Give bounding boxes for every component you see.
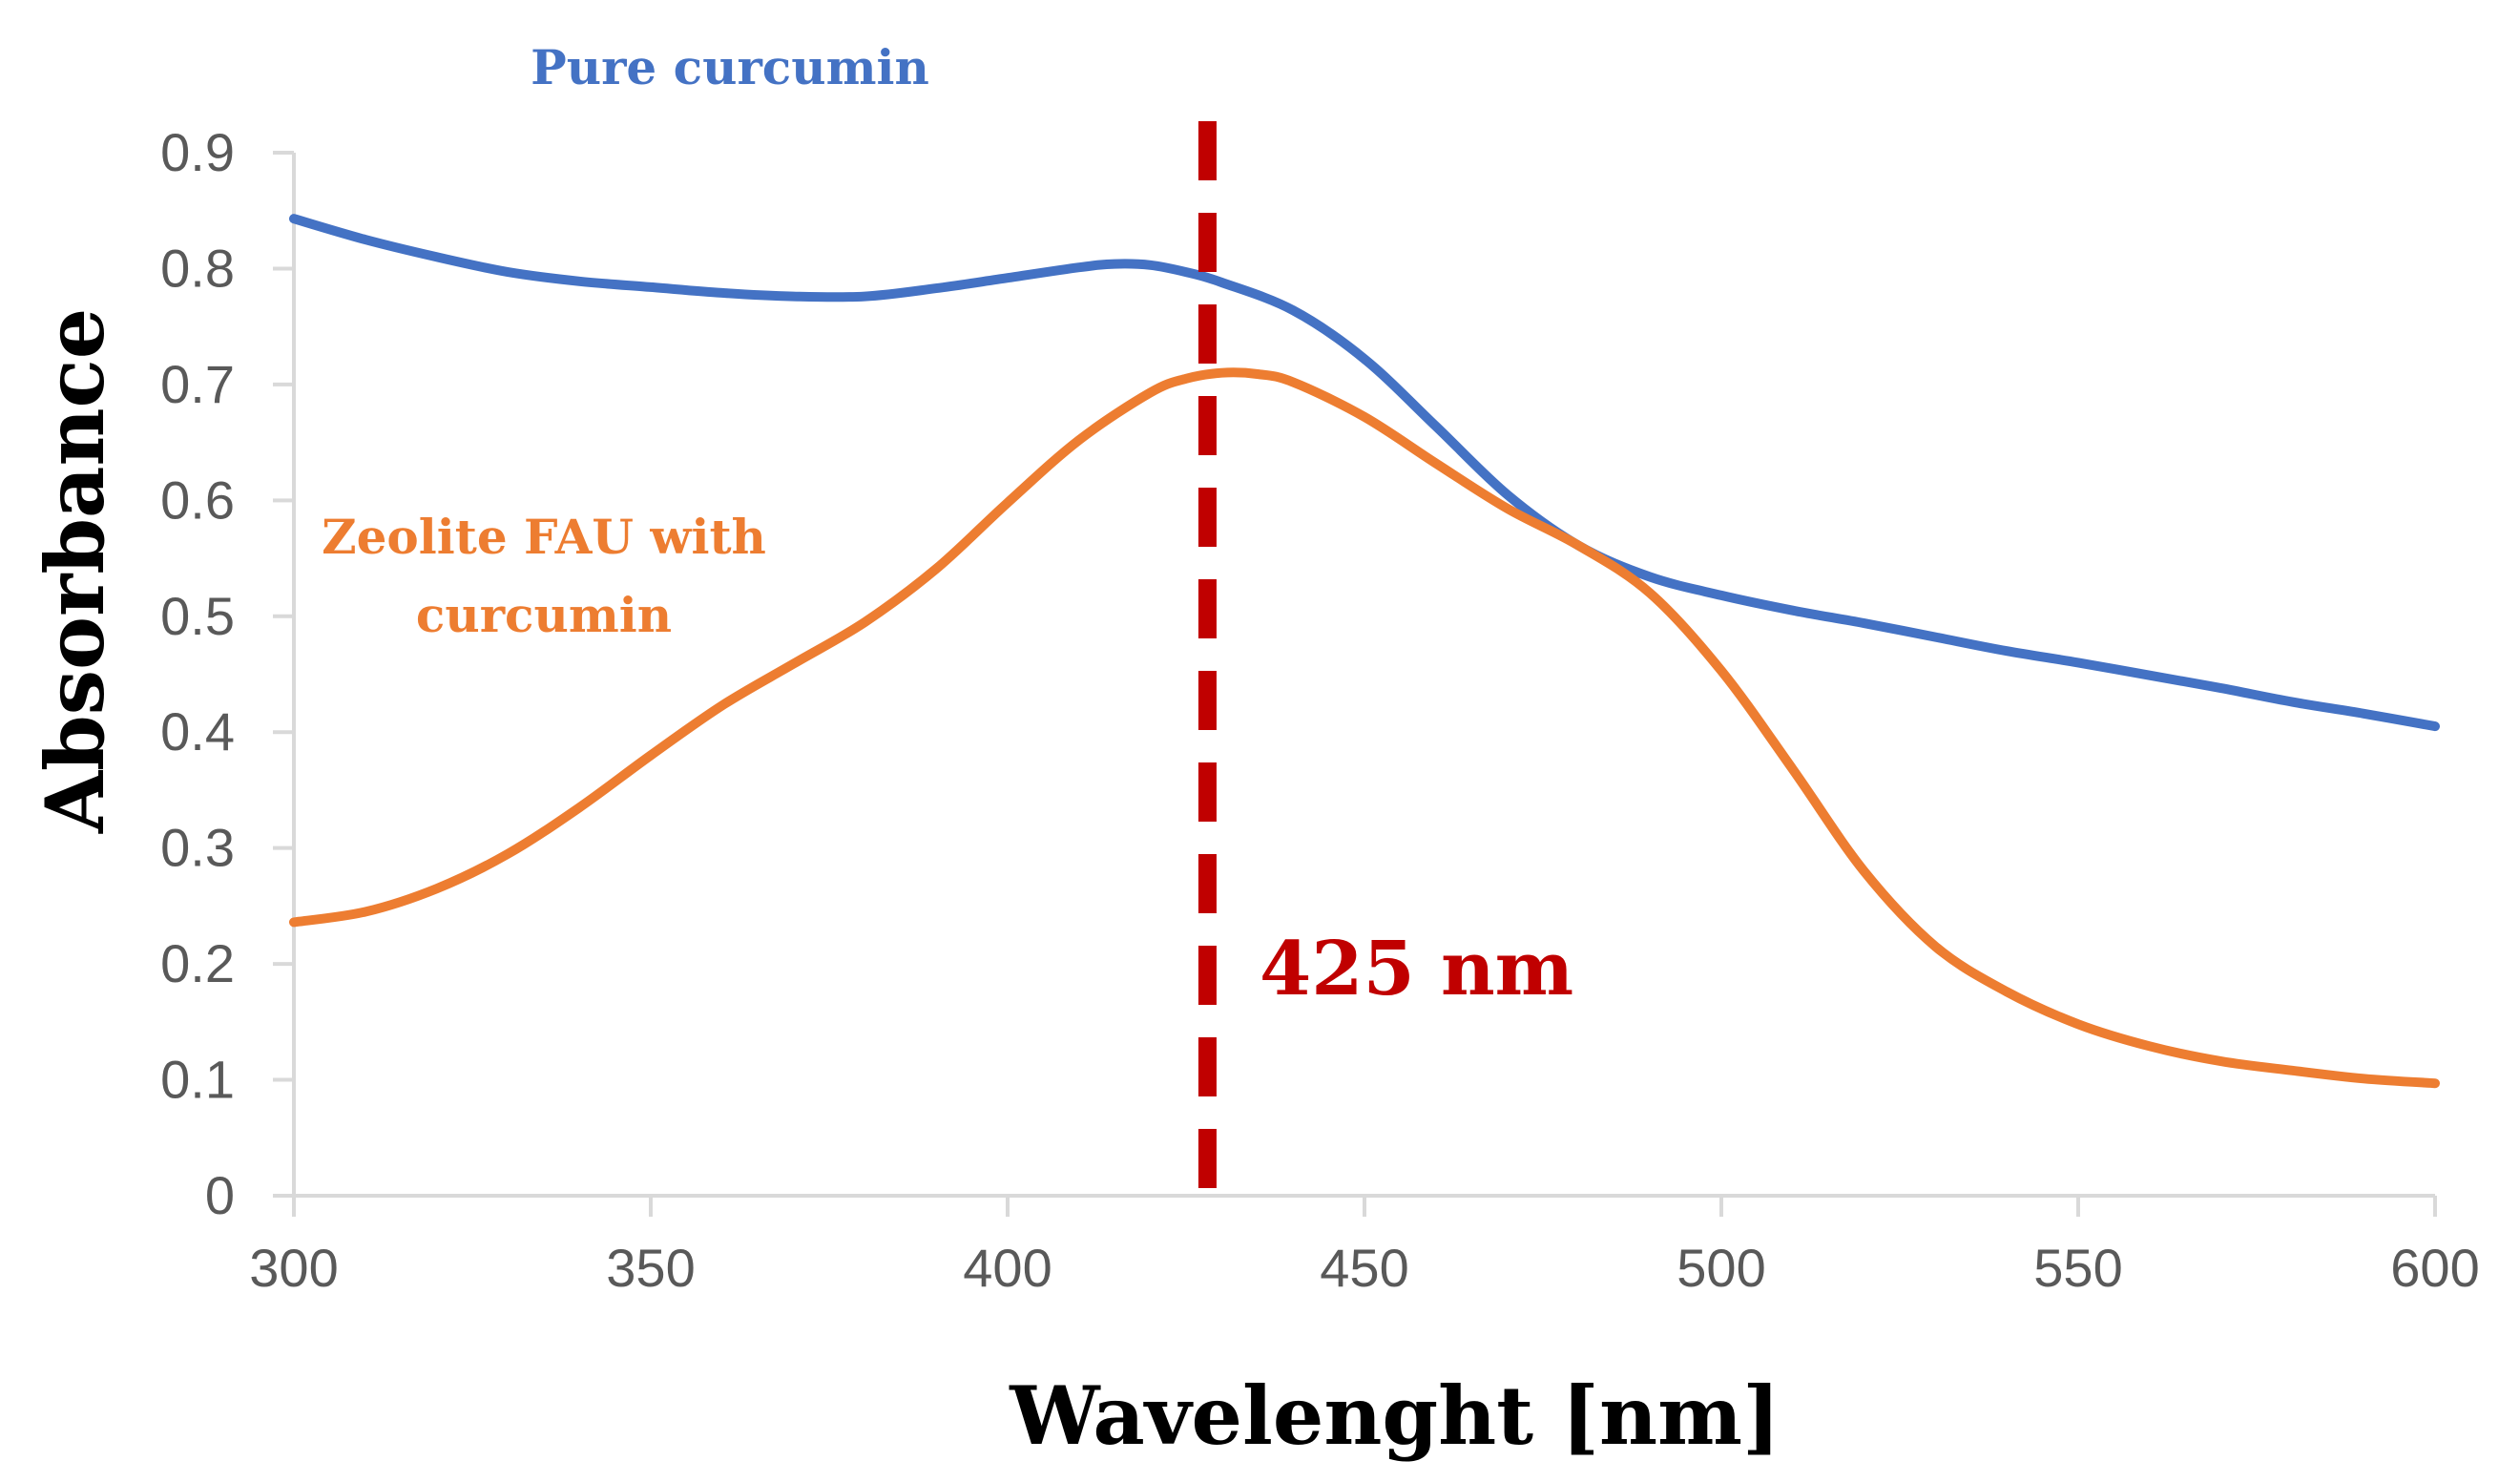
data-point — [2220, 687, 2222, 689]
data-point — [1720, 670, 1722, 672]
data-point — [1864, 870, 1865, 872]
x-tick-label: 600 — [2390, 1238, 2479, 1298]
data-point — [1507, 493, 1509, 495]
data-point — [650, 755, 652, 757]
data-point — [1292, 309, 1294, 311]
data-point — [436, 887, 438, 889]
data-point — [1007, 277, 1009, 279]
data-point — [578, 281, 580, 282]
data-point — [507, 853, 509, 855]
data-point — [436, 256, 438, 258]
data-point — [1150, 391, 1152, 393]
data-point — [793, 296, 795, 298]
data-point — [2149, 1045, 2151, 1047]
data-point — [1649, 576, 1651, 578]
data-point — [1792, 768, 1794, 770]
data-point — [2291, 701, 2293, 703]
data-point — [578, 806, 580, 808]
y-tick-label: 0.7 — [160, 354, 235, 414]
data-point — [721, 292, 723, 294]
y-tick-label: 0.9 — [160, 122, 235, 182]
data-point — [2149, 675, 2151, 677]
data-point — [2363, 1077, 2364, 1079]
x-tick-label: 400 — [963, 1238, 1052, 1298]
data-point — [1220, 282, 1222, 283]
data-point — [935, 568, 937, 570]
x-axis-title: Wavelenght [nm] — [1009, 1368, 1780, 1463]
x-tick-label: 550 — [2033, 1238, 2122, 1298]
data-point — [293, 921, 295, 923]
data-point — [1007, 502, 1009, 504]
data-point — [864, 621, 865, 623]
data-point — [793, 663, 795, 665]
data-point — [1435, 426, 1437, 428]
series-label-zeolite-line-1: Zeolite FAU with — [322, 509, 766, 565]
y-tick-label: 0 — [205, 1165, 235, 1225]
series-label-pure-curcumin: Pure curcumin — [531, 39, 929, 95]
data-point — [1934, 637, 1936, 638]
data-point — [293, 218, 295, 219]
data-point — [935, 287, 937, 289]
data-point — [2220, 1060, 2222, 1062]
series-line-zeolite-fau-with-curcumin — [289, 367, 2440, 1089]
data-point — [1577, 545, 1579, 547]
data-point — [1257, 373, 1259, 375]
y-tick-label: 0.1 — [160, 1050, 235, 1110]
x-axis-ticks: 300 350 400 450 500 550 600 — [249, 1196, 2480, 1298]
x-tick-label: 500 — [1677, 1238, 1765, 1298]
data-point — [1934, 946, 1936, 948]
data-point — [1435, 463, 1437, 465]
data-point — [1185, 378, 1187, 380]
data-point — [1185, 271, 1187, 273]
data-point — [2077, 1023, 2079, 1025]
y-axis-title: Absorbance — [28, 308, 122, 834]
data-point — [2006, 650, 2008, 652]
series-lines — [289, 214, 2440, 1089]
x-tick-label: 300 — [249, 1238, 338, 1298]
data-point — [864, 296, 865, 298]
data-point — [1292, 382, 1294, 384]
y-tick-label: 0.5 — [160, 586, 235, 646]
x-tick-label: 350 — [606, 1238, 695, 1298]
data-point — [1649, 593, 1651, 595]
annotation-label-425nm: 425 nm — [1260, 926, 1573, 1012]
data-point — [1220, 372, 1222, 374]
y-tick-label: 0.6 — [160, 470, 235, 530]
data-point — [364, 239, 366, 240]
data-point — [1792, 610, 1794, 612]
data-point — [2434, 1082, 2436, 1084]
data-point — [650, 286, 652, 288]
data-point — [1864, 622, 1865, 624]
data-point — [507, 271, 509, 273]
data-point — [2363, 713, 2364, 715]
data-point — [1078, 439, 1080, 441]
y-tick-label: 0.4 — [160, 701, 235, 762]
data-point — [1364, 358, 1365, 360]
y-tick-label: 0.3 — [160, 818, 235, 878]
data-point — [1114, 263, 1115, 265]
data-point — [2077, 661, 2079, 663]
data-point — [364, 911, 366, 913]
x-tick-label: 450 — [1320, 1238, 1408, 1298]
series-label-zeolite-line-2: curcumin — [416, 587, 672, 643]
y-tick-label: 0.2 — [160, 933, 235, 993]
series-line-pure-curcumin — [289, 214, 2440, 732]
data-point — [2291, 1070, 2293, 1072]
data-point — [2434, 725, 2436, 727]
data-point — [1150, 264, 1152, 266]
data-point — [1507, 508, 1509, 510]
y-axis-ticks: 0 0.1 0.2 0.3 0.4 0.5 0.6 0.7 0.8 0.9 — [160, 122, 294, 1225]
data-point — [721, 704, 723, 706]
data-point — [1720, 595, 1722, 596]
y-tick-label: 0.8 — [160, 238, 235, 298]
data-point — [1078, 266, 1080, 268]
data-point — [1364, 416, 1365, 418]
data-point — [2006, 991, 2008, 992]
